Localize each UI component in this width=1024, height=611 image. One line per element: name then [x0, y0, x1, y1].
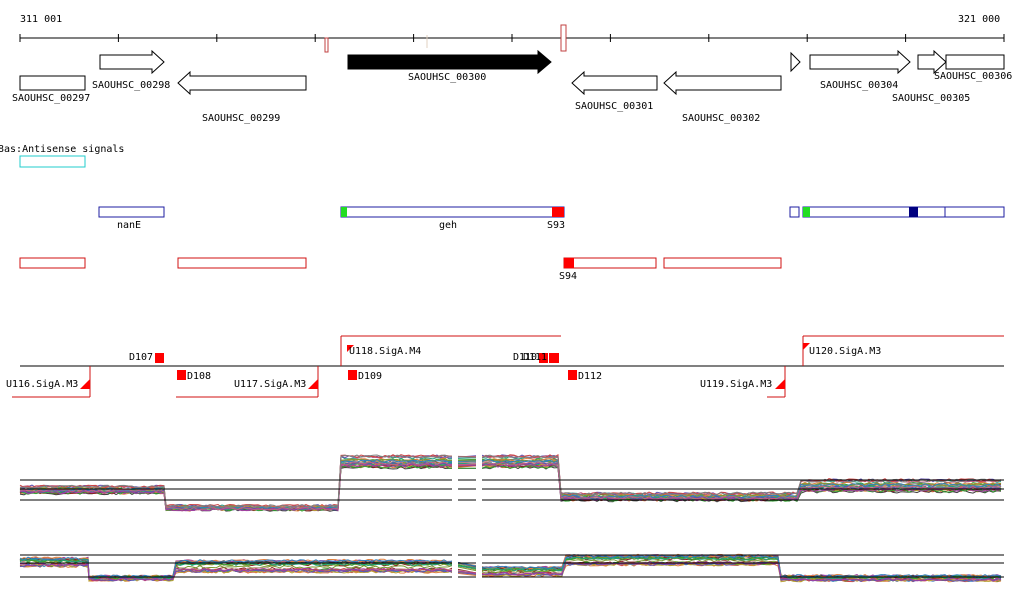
- down-label: D110: [513, 352, 537, 363]
- expression-lines: [19, 453, 1002, 512]
- feature-label: S93: [547, 220, 565, 231]
- antisense-track: 8as:Antisense signals: [0, 144, 124, 168]
- down-label: D112: [578, 371, 602, 382]
- gene-label: SAOUHSC_00298: [92, 80, 170, 91]
- promoter-label: U119.SigA.M3: [700, 379, 772, 390]
- gene-label: SAOUHSC_00299: [202, 113, 280, 124]
- feature-start-mark: [341, 207, 347, 217]
- feature-end-mark: [552, 207, 564, 217]
- gene-box[interactable]: [19, 75, 86, 91]
- expression-profile-line: [19, 560, 1002, 582]
- gene-arrow[interactable]: [99, 49, 165, 75]
- promoter-track: U118.SigA.M4 U120.SigA.M3 U116.SigA.M3 U…: [6, 335, 1004, 398]
- feature-box[interactable]: [340, 206, 565, 218]
- ruler-marker: [324, 37, 329, 53]
- antisense-feature[interactable]: [19, 155, 86, 168]
- feature-box[interactable]: [802, 206, 1005, 218]
- gene-label: SAOUHSC_00300: [408, 72, 486, 83]
- track-title: 8as:Antisense signals: [0, 144, 124, 155]
- gene-arrow[interactable]: [809, 49, 911, 75]
- ruler-ticks: [19, 34, 1005, 42]
- feature-label: geh: [439, 220, 457, 231]
- down-marker[interactable]: [539, 353, 548, 363]
- down-marker[interactable]: [155, 353, 164, 363]
- expression-profile-line: [19, 455, 1002, 509]
- gene-label: SAOUHSC_00301: [575, 101, 653, 112]
- gene-label: SAOUHSC_00302: [682, 113, 760, 124]
- feature-start-mark: [803, 207, 810, 217]
- promoter-flag: [80, 379, 90, 389]
- gene-label: SAOUHSC_00297: [12, 93, 90, 104]
- ruler-start-label: 311 001: [20, 14, 62, 25]
- feature-box[interactable]: [563, 257, 657, 269]
- feature-box[interactable]: [789, 206, 800, 218]
- down-label: D109: [358, 371, 382, 382]
- feature-track-blue: nanE geh S93: [98, 206, 1005, 231]
- feature-box[interactable]: [19, 257, 86, 269]
- gene-arrow[interactable]: [917, 49, 947, 75]
- down-label: D108: [187, 371, 211, 382]
- feature-mark: [909, 207, 918, 217]
- expression-track-forward: [19, 453, 1004, 512]
- feature-box[interactable]: [98, 206, 165, 218]
- down-marker[interactable]: [177, 370, 186, 380]
- coordinate-ruler: 311 001 321 000: [19, 14, 1005, 53]
- gene-arrow[interactable]: [571, 70, 658, 96]
- feature-label: S94: [559, 271, 577, 282]
- down-label: D107: [129, 352, 153, 363]
- expression-profile-line: [19, 461, 1002, 511]
- feature-box[interactable]: [663, 257, 782, 269]
- feature-start-mark: [564, 258, 574, 268]
- promoter-label: U120.SigA.M3: [809, 346, 881, 357]
- down-marker[interactable]: [549, 353, 559, 363]
- promoter-label: U116.SigA.M3: [6, 379, 78, 390]
- feature-label: nanE: [117, 220, 141, 231]
- feature-track-red: S94: [19, 257, 782, 282]
- gene-arrow-selected[interactable]: [347, 49, 552, 75]
- ruler-marker: [560, 24, 567, 52]
- gene-arrow[interactable]: [177, 70, 307, 96]
- promoter-flag: [775, 379, 785, 389]
- gene-label: SAOUHSC_00304: [820, 80, 898, 91]
- gene-box[interactable]: [945, 54, 1005, 70]
- gene-track: SAOUHSC_00297 SAOUHSC_00298 SAOUHSC_0029…: [12, 49, 1012, 124]
- down-marker[interactable]: [348, 370, 357, 380]
- promoter-flag: [803, 343, 810, 350]
- expression-track-reverse: [19, 553, 1004, 583]
- down-marker[interactable]: [568, 370, 577, 380]
- data-gap: [476, 440, 482, 610]
- down-label: D111: [523, 352, 547, 363]
- gene-arrow[interactable]: [790, 51, 801, 73]
- gene-label: SAOUHSC_00305: [892, 93, 970, 104]
- promoter-label: U117.SigA.M3: [234, 379, 306, 390]
- data-gap: [452, 440, 458, 610]
- feature-box[interactable]: [177, 257, 307, 269]
- ruler-end-label: 321 000: [958, 14, 1000, 25]
- promoter-flag: [347, 345, 354, 352]
- gene-label: SAOUHSC_00306: [934, 71, 1012, 82]
- expression-lines: [19, 553, 1002, 583]
- expression-profile-line: [19, 554, 1002, 579]
- gene-arrow[interactable]: [663, 70, 782, 96]
- promoter-flag: [308, 379, 318, 389]
- expression-profile-line: [19, 453, 1002, 508]
- promoter-label: U118.SigA.M4: [349, 346, 421, 357]
